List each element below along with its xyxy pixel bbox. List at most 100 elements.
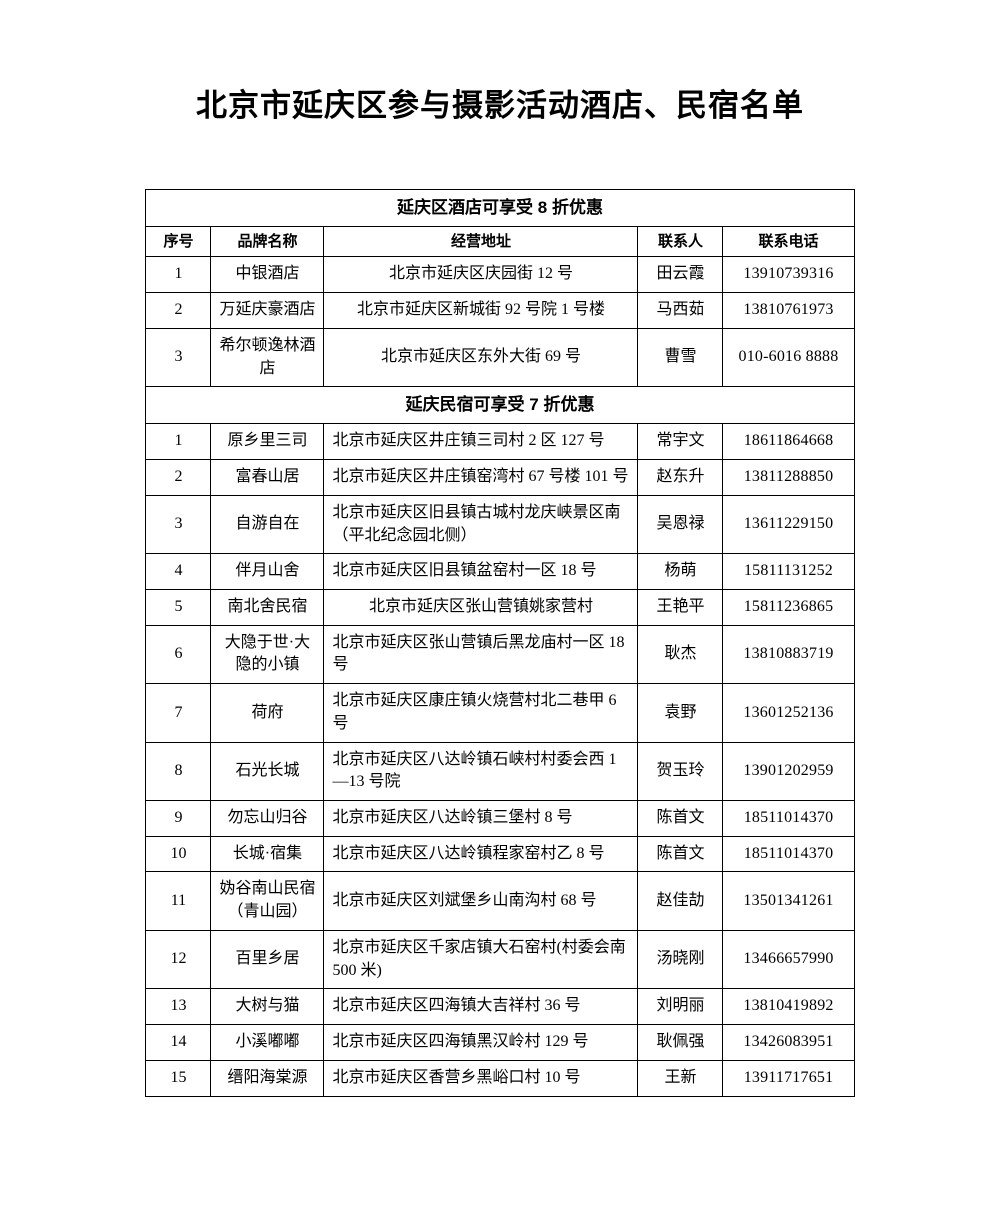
table-row: 15 缙阳海棠源 北京市延庆区香营乡黑峪口村 10 号王新 13911717651 <box>145 1059 855 1097</box>
cell-address: 北京市延庆区旧县镇盆窑村一区 18 号 <box>323 553 639 591</box>
cell-no: 3 <box>145 494 212 555</box>
cell-contact: 刘明丽 <box>637 988 724 1026</box>
table-row: 8 石光长城 北京市延庆区八达岭镇石峡村村委会西 1—13 号院 贺玉玲 1390120… <box>145 741 855 802</box>
cell-address: 北京市延庆区井庄镇三司村 2 区 127 号 <box>323 423 639 461</box>
cell-contact: 陈首文 <box>637 800 724 837</box>
cell-no: 10 <box>145 835 212 873</box>
cell-name: 万延庆豪酒店 <box>210 292 325 329</box>
cell-contact: 杨萌 <box>637 553 724 591</box>
cell-address: 北京市延庆区庆园街 12 号 <box>323 256 639 294</box>
cell-address: 北京市延庆区旧县镇古城村龙庆峡景区南（平北纪念园北侧） <box>323 494 639 555</box>
cell-no: 1 <box>145 256 212 294</box>
cell-no: 4 <box>145 553 212 591</box>
cell-name: 缙阳海棠源 <box>210 1059 325 1097</box>
cell-phone: 18511014370 <box>722 835 855 873</box>
cell-name: 伴月山舍 <box>210 553 325 591</box>
page-title: 北京市延庆区参与摄影活动酒店、民宿名单 <box>196 88 804 123</box>
cell-name: 自游自在 <box>210 494 325 555</box>
cell-no: 5 <box>145 589 212 626</box>
cell-phone: 13810761973 <box>722 292 855 329</box>
section-row-0: 延庆区酒店可享受 8 折优惠 <box>145 188 855 228</box>
cell-address: 北京市延庆区刘斌堡乡山南沟村 68 号 <box>323 871 639 931</box>
cell-phone: 13501341261 <box>722 871 855 931</box>
column-header-address: 经营地址 <box>323 226 639 258</box>
cell-address: 北京市延庆区四海镇大吉祥村 36 号 <box>323 988 639 1026</box>
cell-phone: 13426083951 <box>722 1024 855 1061</box>
cell-contact: 常宇文 <box>637 423 724 461</box>
cell-contact: 贺玉玲 <box>637 741 724 802</box>
cell-contact: 袁野 <box>637 683 724 743</box>
cell-name: 希尔顿逸林酒店 <box>210 327 325 388</box>
cell-name: 荷府 <box>210 683 325 743</box>
discount-table: 延庆区酒店可享受 8 折优惠 序号 品牌名称 经营地址 联系人 联系电话 1 中银酒店 北京市延… <box>145 188 855 1097</box>
cell-address: 北京市延庆区张山营镇姚家营村 <box>323 589 639 626</box>
cell-phone: 13901202959 <box>722 741 855 802</box>
column-header-no: 序号 <box>145 226 212 258</box>
cell-no: 2 <box>145 292 212 329</box>
table-row: 2 万延庆豪酒店 北京市延庆区新城街 92 号院 1 号楼 马西茹 1381076197… <box>145 292 855 329</box>
cell-no: 13 <box>145 988 212 1026</box>
table-row: 13 大树与猫 北京市延庆区四海镇大吉祥村 36 号刘明丽 13810419892 <box>145 988 855 1026</box>
section-header: 延庆区酒店可享受 8 折优惠 <box>145 188 855 228</box>
cell-name: 大树与猫 <box>210 988 325 1026</box>
cell-phone: 13601252136 <box>722 683 855 743</box>
cell-contact: 王新 <box>637 1059 724 1097</box>
cell-name: 中银酒店 <box>210 256 325 294</box>
cell-no: 6 <box>145 624 212 685</box>
cell-phone: 18511014370 <box>722 800 855 837</box>
cell-address: 北京市延庆区八达岭镇程家窑村乙 8 号 <box>323 835 639 873</box>
cell-no: 9 <box>145 800 212 837</box>
cell-no: 11 <box>145 871 212 931</box>
cell-address: 北京市延庆区香营乡黑峪口村 10 号 <box>323 1059 639 1097</box>
table-row: 3 自游自在 北京市延庆区旧县镇古城村龙庆峡景区南（平北纪念园北侧） 吴恩禄 13611… <box>145 494 855 555</box>
cell-no: 12 <box>145 929 212 990</box>
cell-address: 北京市延庆区康庄镇火烧营村北二巷甲 6 号 <box>323 683 639 743</box>
table-row: 1 中银酒店 北京市延庆区庆园街 12 号田云霞 13910739316 <box>145 256 855 294</box>
section-header: 延庆民宿可享受 7 折优惠 <box>145 386 855 425</box>
cell-phone: 13611229150 <box>722 494 855 555</box>
cell-name: 南北舍民宿 <box>210 589 325 626</box>
cell-address: 北京市延庆区东外大街 69 号 <box>323 327 639 388</box>
cell-no: 8 <box>145 741 212 802</box>
table-row: 11 妫谷南山民宿（青山园） 北京市延庆区刘斌堡乡山南沟村 68 号赵佳劼 13501… <box>145 871 855 931</box>
cell-phone: 15811236865 <box>722 589 855 626</box>
cell-no: 1 <box>145 423 212 461</box>
cell-contact: 耿佩强 <box>637 1024 724 1061</box>
cell-phone: 13910739316 <box>722 256 855 294</box>
cell-phone: 18611864668 <box>722 423 855 461</box>
cell-contact: 汤晓刚 <box>637 929 724 990</box>
cell-address: 北京市延庆区八达岭镇石峡村村委会西 1—13 号院 <box>323 741 639 802</box>
section-row-1: 延庆民宿可享受 7 折优惠 <box>145 386 855 425</box>
cell-address: 北京市延庆区新城街 92 号院 1 号楼 <box>323 292 639 329</box>
cell-no: 15 <box>145 1059 212 1097</box>
cell-no: 14 <box>145 1024 212 1061</box>
cell-contact: 陈首文 <box>637 835 724 873</box>
column-header-contact: 联系人 <box>637 226 724 258</box>
cell-address: 北京市延庆区千家店镇大石窑村(村委会南 500 米) <box>323 929 639 990</box>
cell-contact: 赵佳劼 <box>637 871 724 931</box>
column-header-name: 品牌名称 <box>210 226 325 258</box>
cell-phone: 13810419892 <box>722 988 855 1026</box>
column-header-row: 序号 品牌名称 经营地址 联系人 联系电话 <box>145 226 855 258</box>
table-row: 10 长城·宿集 北京市延庆区八达岭镇程家窑村乙 8 号陈首文 18511014370 <box>145 835 855 873</box>
cell-contact: 吴恩禄 <box>637 494 724 555</box>
table-row: 2 富春山居 北京市延庆区井庄镇窑湾村 67 号楼 101 号赵东升 13811288… <box>145 459 855 496</box>
cell-address: 北京市延庆区井庄镇窑湾村 67 号楼 101 号 <box>323 459 639 496</box>
cell-phone: 13810883719 <box>722 624 855 685</box>
cell-contact: 田云霞 <box>637 256 724 294</box>
cell-contact: 曹雪 <box>637 327 724 388</box>
table-row: 1 原乡里三司 北京市延庆区井庄镇三司村 2 区 127 号常宇文 186118646… <box>145 423 855 461</box>
table-row: 6 大隐于世·大隐的小镇 北京市延庆区张山营镇后黑龙庙村一区 18 号耿杰 13810… <box>145 624 855 685</box>
cell-name: 原乡里三司 <box>210 423 325 461</box>
cell-phone: 15811131252 <box>722 553 855 591</box>
cell-address: 北京市延庆区四海镇黑汉岭村 129 号 <box>323 1024 639 1061</box>
cell-name: 百里乡居 <box>210 929 325 990</box>
cell-name: 小溪嘟嘟 <box>210 1024 325 1061</box>
table-row: 5 南北舍民宿 北京市延庆区张山营镇姚家营村 王艳平 15811236865 <box>145 589 855 626</box>
table-row: 3 希尔顿逸林酒店 北京市延庆区东外大街 69 号曹雪 010-6016 8888 <box>145 327 855 388</box>
table-row: 7 荷府 北京市延庆区康庄镇火烧营村北二巷甲 6 号袁野 13601252136 <box>145 683 855 743</box>
cell-contact: 赵东升 <box>637 459 724 496</box>
cell-no: 2 <box>145 459 212 496</box>
table-row: 4 伴月山舍 北京市延庆区旧县镇盆窑村一区 18 号杨萌 15811131252 <box>145 553 855 591</box>
